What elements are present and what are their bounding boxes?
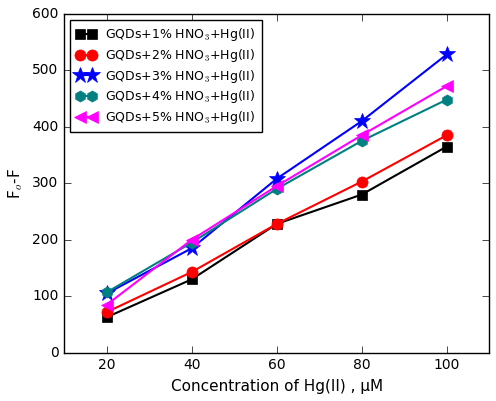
GQDs+2% HNO$_3$+Hg(II) — [104, 310, 110, 314]
Line: GQDs+4% HNO$_3$+Hg(II): GQDs+4% HNO$_3$+Hg(II) — [101, 94, 452, 298]
GQDs+4% HNO$_3$+Hg(II) — [359, 138, 365, 143]
GQDs+1% HNO$_3$+Hg(II) — [444, 144, 450, 149]
Line: GQDs+2% HNO$_3$+Hg(II): GQDs+2% HNO$_3$+Hg(II) — [101, 130, 452, 318]
Legend: GQDs+1% HNO$_3$+Hg(II), GQDs+2% HNO$_3$+Hg(II), GQDs+3% HNO$_3$+Hg(II), GQDs+4% : GQDs+1% HNO$_3$+Hg(II), GQDs+2% HNO$_3$+… — [70, 20, 262, 132]
GQDs+5% HNO$_3$+Hg(II) — [359, 133, 365, 138]
GQDs+2% HNO$_3$+Hg(II) — [188, 269, 194, 274]
GQDs+4% HNO$_3$+Hg(II) — [444, 97, 450, 102]
GQDs+3% HNO$_3$+Hg(II) — [444, 52, 450, 57]
GQDs+5% HNO$_3$+Hg(II) — [188, 237, 194, 242]
GQDs+2% HNO$_3$+Hg(II) — [274, 221, 280, 226]
GQDs+4% HNO$_3$+Hg(II) — [274, 186, 280, 191]
GQDs+1% HNO$_3$+Hg(II) — [359, 192, 365, 197]
GQDs+4% HNO$_3$+Hg(II) — [104, 290, 110, 295]
GQDs+3% HNO$_3$+Hg(II) — [104, 291, 110, 296]
Y-axis label: F$_o$-F: F$_o$-F — [6, 168, 25, 199]
GQDs+5% HNO$_3$+Hg(II) — [444, 84, 450, 89]
Line: GQDs+1% HNO$_3$+Hg(II): GQDs+1% HNO$_3$+Hg(II) — [102, 142, 452, 322]
GQDs+3% HNO$_3$+Hg(II) — [274, 176, 280, 181]
GQDs+5% HNO$_3$+Hg(II) — [104, 302, 110, 307]
GQDs+4% HNO$_3$+Hg(II) — [188, 240, 194, 245]
GQDs+2% HNO$_3$+Hg(II) — [359, 179, 365, 184]
GQDs+3% HNO$_3$+Hg(II) — [359, 119, 365, 124]
GQDs+2% HNO$_3$+Hg(II) — [444, 133, 450, 138]
Line: GQDs+3% HNO$_3$+Hg(II): GQDs+3% HNO$_3$+Hg(II) — [98, 46, 455, 302]
GQDs+5% HNO$_3$+Hg(II) — [274, 184, 280, 188]
GQDs+3% HNO$_3$+Hg(II) — [188, 246, 194, 251]
GQDs+1% HNO$_3$+Hg(II) — [188, 277, 194, 282]
Line: GQDs+5% HNO$_3$+Hg(II): GQDs+5% HNO$_3$+Hg(II) — [100, 80, 453, 311]
GQDs+1% HNO$_3$+Hg(II) — [104, 315, 110, 320]
X-axis label: Concentration of Hg(II) , μM: Concentration of Hg(II) , μM — [171, 379, 383, 394]
GQDs+1% HNO$_3$+Hg(II) — [274, 221, 280, 226]
